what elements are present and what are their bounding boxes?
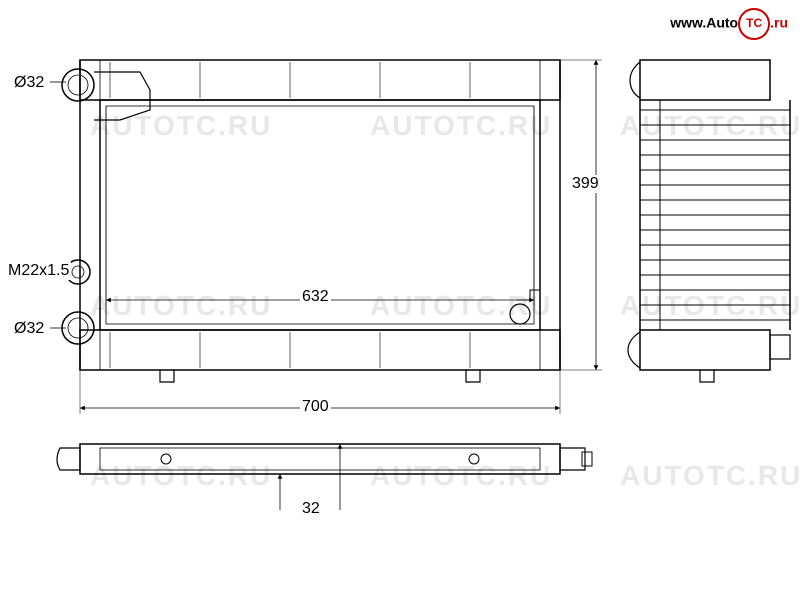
front-view — [62, 60, 560, 382]
dim-thickness: 32 — [300, 500, 322, 518]
logo-url-suffix: .ru — [770, 15, 788, 31]
dim-thread: M22x1.5 — [6, 262, 71, 280]
logo-url-prefix: www.Auto — [670, 15, 738, 31]
bottom-view — [57, 444, 592, 474]
technical-drawing — [0, 0, 800, 600]
side-view — [628, 60, 790, 382]
dim-diameter-bottom: Ø32 — [12, 320, 46, 338]
dim-diameter-top: Ø32 — [12, 74, 46, 92]
dim-overall-width: 700 — [300, 398, 331, 416]
logo-badge: TC — [738, 8, 770, 40]
dim-height: 399 — [570, 175, 601, 193]
site-logo: www.AutoTC.ru — [670, 8, 788, 40]
dim-core-width: 632 — [300, 288, 331, 306]
